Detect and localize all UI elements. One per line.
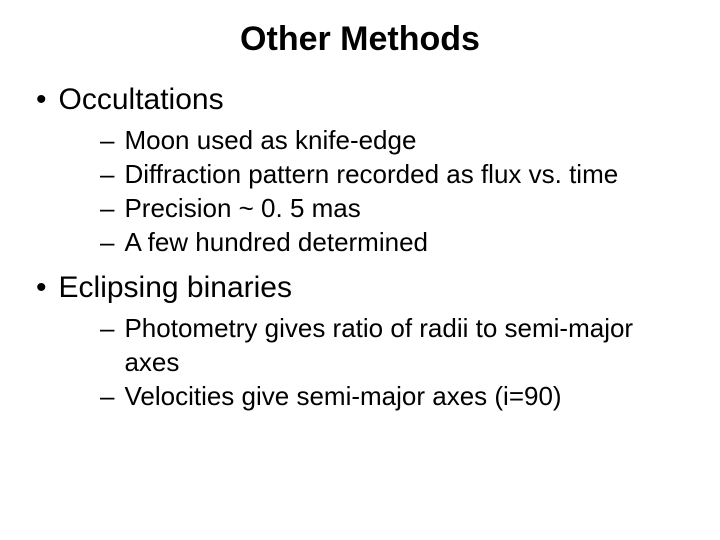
sub-bullet-text: Moon used as knife-edge <box>124 123 690 157</box>
slide-container: Other Methods • Occultations – Moon used… <box>0 0 720 540</box>
sub-bullet-text: Precision ~ 0. 5 mas <box>124 191 690 225</box>
list-item: – A few hundred determined <box>100 225 690 259</box>
slide-title: Other Methods <box>30 20 690 59</box>
sub-bullet-list: – Moon used as knife-edge – Diffraction … <box>30 123 690 259</box>
sub-bullet-text: Diffraction pattern recorded as flux vs.… <box>124 157 690 191</box>
list-item: – Moon used as knife-edge <box>100 123 690 157</box>
sub-bullet-text: A few hundred determined <box>124 225 690 259</box>
top-bullet-row: • Occultations <box>30 81 690 119</box>
dash-icon: – <box>100 379 114 413</box>
dash-icon: – <box>100 225 114 259</box>
bullet-dot-icon: • <box>36 81 47 119</box>
dash-icon: – <box>100 191 114 225</box>
list-item: • Occultations – Moon used as knife-edge… <box>30 81 690 259</box>
sub-bullet-text: Photometry gives ratio of radii to semi-… <box>124 311 690 379</box>
bullet-dot-icon: • <box>36 269 47 307</box>
list-item: – Diffraction pattern recorded as flux v… <box>100 157 690 191</box>
list-item: – Precision ~ 0. 5 mas <box>100 191 690 225</box>
top-bullet-text: Occultations <box>59 81 224 119</box>
top-bullet-text: Eclipsing binaries <box>59 269 292 307</box>
list-item: – Photometry gives ratio of radii to sem… <box>100 311 690 379</box>
dash-icon: – <box>100 157 114 191</box>
bullet-list: • Occultations – Moon used as knife-edge… <box>30 81 690 413</box>
sub-bullet-list: – Photometry gives ratio of radii to sem… <box>30 311 690 413</box>
list-item: • Eclipsing binaries – Photometry gives … <box>30 269 690 413</box>
top-bullet-row: • Eclipsing binaries <box>30 269 690 307</box>
dash-icon: – <box>100 311 114 345</box>
sub-bullet-text: Velocities give semi-major axes (i=90) <box>124 379 690 413</box>
list-item: – Velocities give semi-major axes (i=90) <box>100 379 690 413</box>
dash-icon: – <box>100 123 114 157</box>
